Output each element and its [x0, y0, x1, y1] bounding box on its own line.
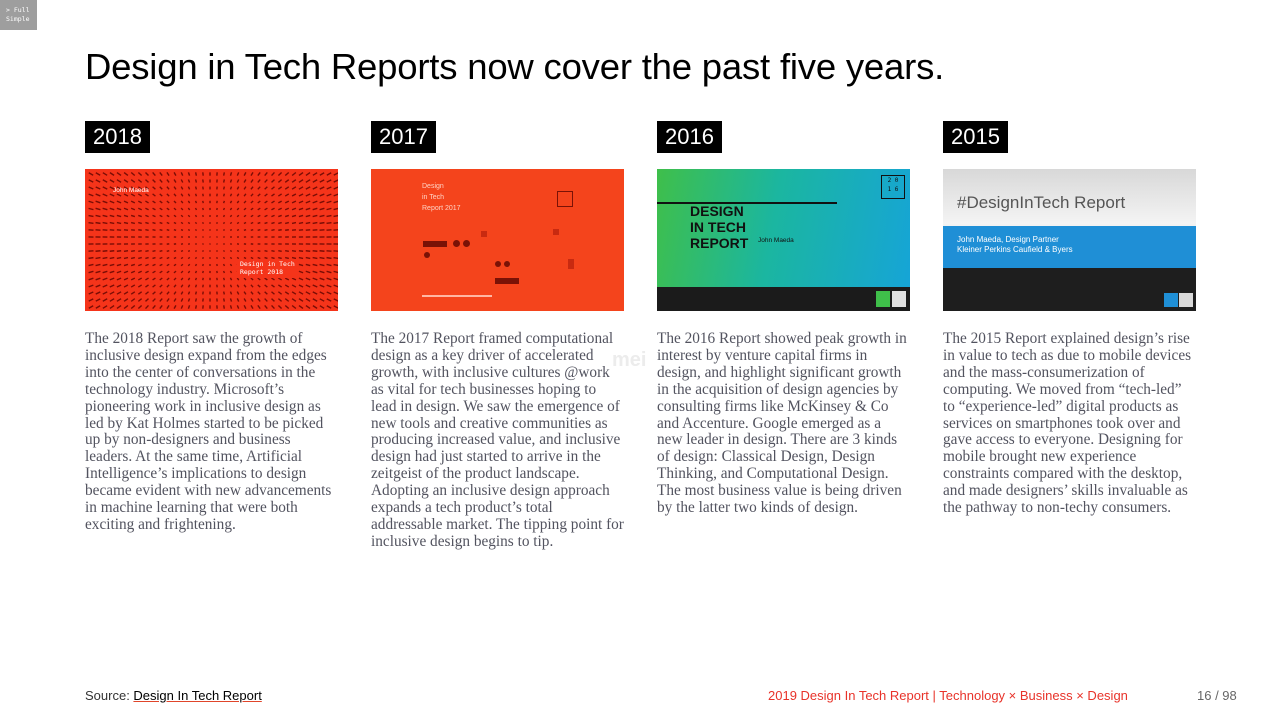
cover-logo — [892, 291, 906, 307]
page-counter: 16 / 98 — [1197, 688, 1237, 703]
cover-title: DESIGN IN TECH REPORT — [690, 203, 748, 251]
report-column-2018: 2018 John Maeda Design in Tech Report 20… — [85, 121, 338, 534]
cover-title-line1: DESIGN — [690, 203, 744, 219]
cover-author: John Maeda — [758, 237, 794, 244]
cover-band — [943, 226, 1196, 268]
cover-line3: Report 2017 — [422, 205, 461, 212]
cover-shape — [463, 240, 470, 247]
badge-bottom: 1 6 — [887, 186, 899, 193]
cover-logo-icon — [557, 191, 573, 207]
cover-title-box: Design in Tech Report 2018 — [237, 259, 298, 278]
cover-logo — [876, 291, 890, 307]
year-label: 2017 — [371, 121, 436, 153]
radial-pattern-graphic — [88, 171, 338, 310]
year-label: 2018 — [85, 121, 150, 153]
footer-tagline: 2019 Design In Tech Report | Technology … — [768, 688, 1128, 703]
watermark: mei — [612, 349, 647, 371]
report-column-2016: 2016 2 0 1 6 DESIGN IN TECH REPORT John … — [657, 121, 910, 517]
cover-shape — [495, 261, 501, 267]
year-label: 2016 — [657, 121, 722, 153]
report-column-2015: 2015 #DesignInTech Report John Maeda, De… — [943, 121, 1196, 517]
badge-top: 2 0 — [887, 177, 899, 184]
cover-shape — [495, 278, 519, 284]
mode-simple-label: Simple — [6, 15, 30, 23]
cover-title-line2: IN TECH — [690, 219, 746, 235]
cover-shape — [424, 252, 430, 258]
report-description: The 2017 Report framed computational des… — [371, 330, 624, 550]
cover-line2: Kleiner Perkins Caufield & Byers — [957, 245, 1073, 254]
report-description: The 2016 Report showed peak growth in in… — [657, 330, 907, 517]
report-description: The 2015 Report explained design’s rise … — [943, 330, 1192, 517]
cover-rule — [657, 202, 837, 204]
report-cover-2017[interactable]: Design in Tech Report 2017 — [371, 169, 624, 311]
report-description: The 2018 Report saw the growth of inclus… — [85, 330, 332, 533]
source-link[interactable]: Design In Tech Report — [133, 688, 262, 703]
cover-header — [943, 169, 1196, 224]
source-label: Source: — [85, 688, 134, 703]
cover-title-line3: REPORT — [690, 235, 749, 251]
cover-footer — [943, 268, 1196, 311]
cover-shape — [568, 259, 574, 269]
report-column-2017: 2017 Design in Tech Report 2017 The 2017… — [371, 121, 624, 551]
cover-logo — [1179, 293, 1193, 307]
cover-title-line1: Design in Tech — [240, 260, 295, 268]
report-cover-2018[interactable]: John Maeda Design in Tech Report 2018 — [85, 169, 338, 311]
report-cover-2015[interactable]: #DesignInTech Report John Maeda, Design … — [943, 169, 1196, 311]
cover-logo — [1164, 293, 1178, 307]
cover-line1: John Maeda, Design Partner — [957, 235, 1059, 244]
cover-shape — [453, 240, 460, 247]
cover-line1: Design — [422, 183, 444, 190]
mode-full-label: > Full — [6, 6, 30, 14]
cover-shape — [504, 261, 510, 267]
year-label: 2015 — [943, 121, 1008, 153]
cover-footer-text — [422, 295, 492, 297]
cover-author: John Maeda — [113, 187, 149, 194]
source-footer: Source: Design In Tech Report — [85, 688, 262, 703]
cover-line2: in Tech — [422, 194, 445, 201]
page-title: Design in Tech Reports now cover the pas… — [85, 46, 945, 87]
cover-shape — [481, 231, 487, 237]
cover-credits-bar — [657, 287, 910, 311]
view-mode-toggle[interactable]: > Full Simple — [0, 0, 37, 30]
cover-year-badge: 2 0 1 6 — [881, 175, 905, 199]
report-cover-2016[interactable]: 2 0 1 6 DESIGN IN TECH REPORT John Maeda — [657, 169, 910, 311]
cover-shape — [423, 241, 447, 247]
cover-shape — [553, 229, 559, 235]
cover-title: #DesignInTech Report — [957, 193, 1126, 212]
cover-title-line2: Report 2018 — [240, 267, 284, 276]
